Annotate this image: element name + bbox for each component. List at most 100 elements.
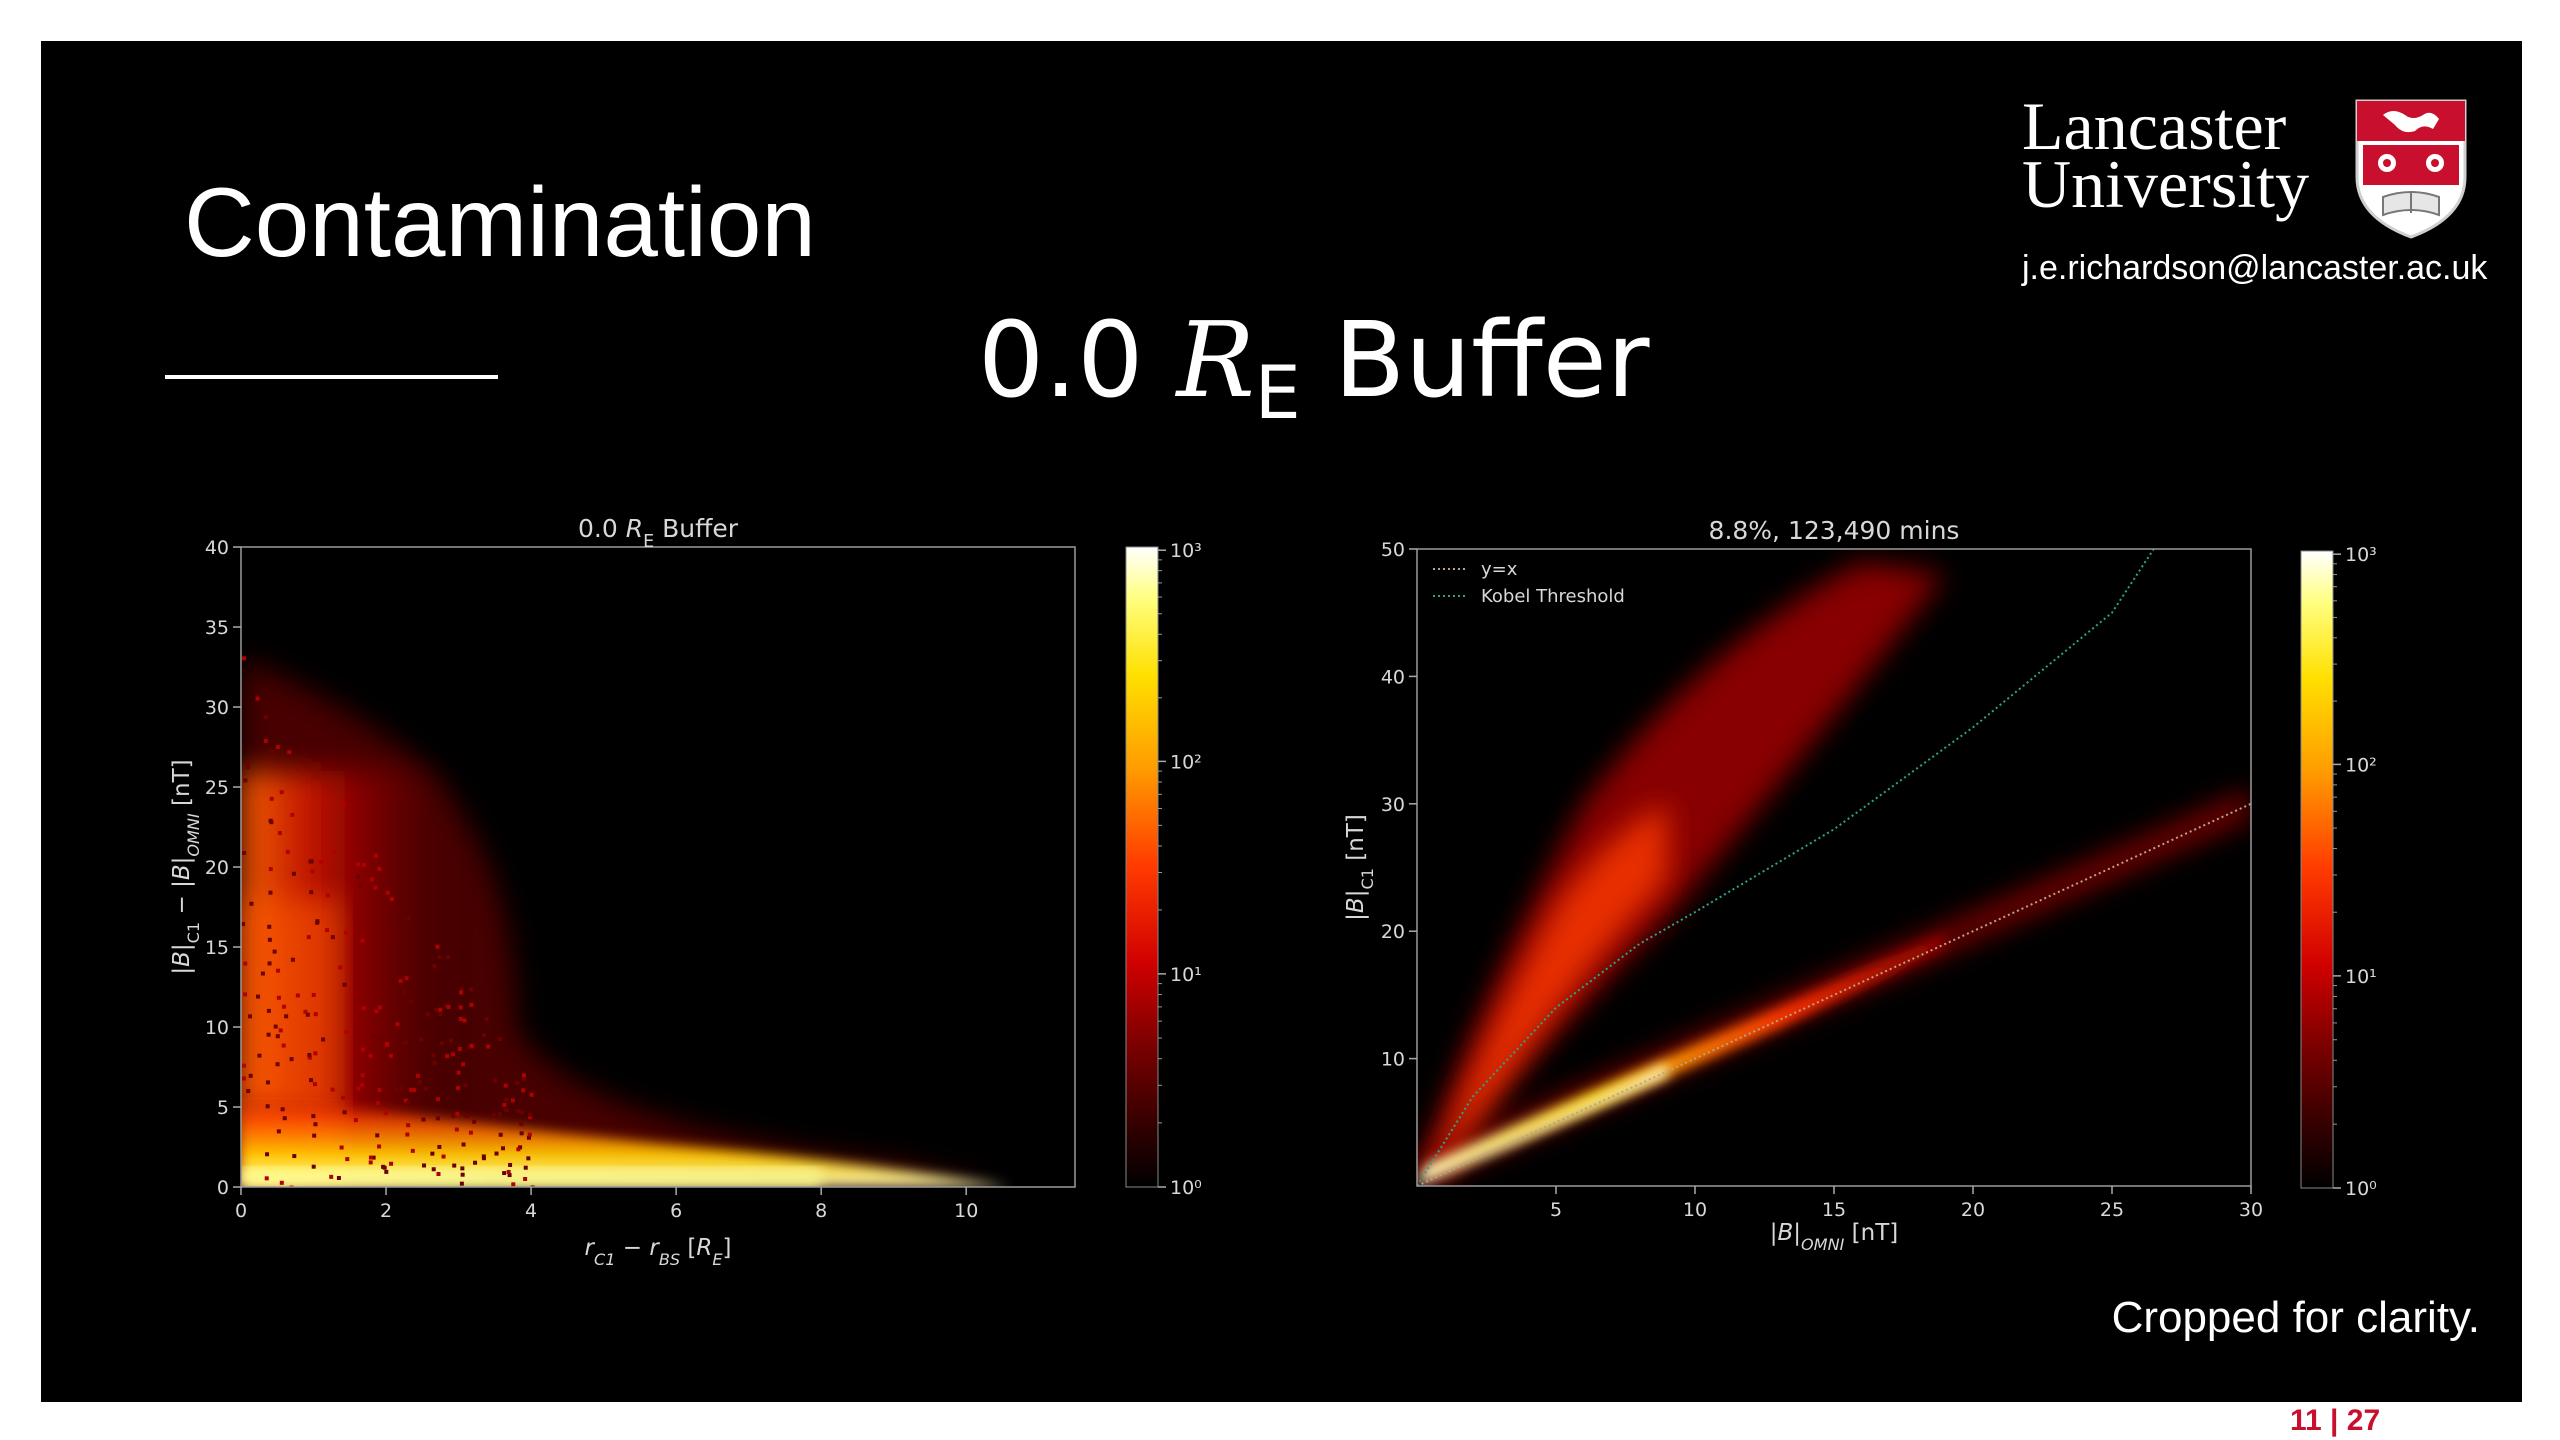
colorbar-tick-label: 10⁰ bbox=[1170, 1177, 1202, 1199]
speckle bbox=[519, 1121, 524, 1126]
university-shield-icon bbox=[2355, 99, 2467, 239]
colorbar-tick-label: 10¹ bbox=[2345, 966, 2377, 988]
speckle bbox=[493, 1078, 498, 1083]
y-tick-label: 10 bbox=[205, 1017, 229, 1039]
speckle bbox=[460, 1172, 465, 1177]
speckle bbox=[435, 944, 440, 949]
left-y-label-part: [nT] bbox=[169, 759, 195, 813]
speckle bbox=[441, 1154, 446, 1159]
page-number: 11 | 27 bbox=[2290, 1404, 2381, 1437]
speckle bbox=[332, 849, 337, 854]
left-x-label-part: [ bbox=[680, 1235, 696, 1261]
speckle bbox=[497, 1112, 502, 1117]
colorbar-tick-label: 10² bbox=[1170, 751, 1202, 773]
speckle bbox=[377, 1144, 382, 1149]
speckle bbox=[431, 1167, 436, 1172]
speckle bbox=[394, 1088, 399, 1093]
speckle bbox=[341, 1095, 346, 1100]
speckle bbox=[255, 696, 260, 701]
speckle bbox=[432, 963, 437, 968]
right-y-label-part: C1 bbox=[1358, 868, 1377, 889]
speckle bbox=[371, 1034, 376, 1039]
speckle bbox=[389, 1161, 394, 1166]
speckle bbox=[452, 1163, 457, 1168]
left-x-label-part: E bbox=[712, 1250, 723, 1269]
speckle bbox=[281, 1043, 286, 1048]
y-tick-label: 40 bbox=[205, 537, 229, 559]
bottom-band-core bbox=[241, 1167, 822, 1187]
speckle bbox=[455, 1111, 460, 1116]
speckle bbox=[265, 1080, 270, 1085]
speckle bbox=[500, 1146, 505, 1151]
speckle bbox=[305, 1012, 310, 1017]
y-tick-label: 5 bbox=[217, 1097, 229, 1119]
y-tick-label: 10 bbox=[1381, 1049, 1405, 1071]
speckle bbox=[383, 1111, 388, 1116]
right-y-label-part: [nT] bbox=[1343, 814, 1369, 868]
speckle bbox=[369, 877, 374, 882]
cropped-note: Cropped for clarity. bbox=[2111, 1293, 2480, 1342]
left-x-label-part: R bbox=[696, 1235, 712, 1261]
left-x-label-part: ] bbox=[723, 1235, 732, 1261]
left-x-label-part: r bbox=[649, 1235, 660, 1261]
speckle bbox=[343, 930, 348, 935]
speckle bbox=[276, 968, 281, 973]
speckle bbox=[246, 1089, 251, 1094]
speckle bbox=[280, 1107, 285, 1112]
speckle bbox=[468, 1130, 473, 1135]
speckle bbox=[418, 1080, 423, 1085]
speckle bbox=[309, 1078, 314, 1083]
speckle bbox=[311, 1164, 316, 1169]
speckle bbox=[313, 1122, 318, 1127]
speckle bbox=[399, 1085, 404, 1090]
speckle bbox=[521, 1088, 526, 1093]
speckle bbox=[375, 1101, 380, 1106]
speckle bbox=[388, 1053, 393, 1058]
speckle bbox=[275, 1034, 280, 1039]
speckle bbox=[504, 1097, 509, 1102]
speckle bbox=[516, 1108, 521, 1113]
speckle bbox=[459, 1181, 464, 1186]
speckle bbox=[502, 1102, 507, 1107]
speckle bbox=[435, 1116, 440, 1121]
speckle bbox=[529, 1092, 534, 1097]
speckle bbox=[378, 942, 383, 947]
speckle bbox=[436, 1171, 441, 1176]
speckle bbox=[245, 765, 250, 770]
speckle bbox=[523, 1165, 528, 1170]
speckle bbox=[309, 890, 314, 895]
speckle bbox=[383, 1001, 388, 1006]
speckle bbox=[361, 1047, 366, 1052]
speckle bbox=[431, 1053, 436, 1058]
speckle bbox=[422, 1163, 427, 1168]
speckle bbox=[526, 1156, 531, 1161]
speckle bbox=[308, 859, 313, 864]
contact-email: j.e.richardson@lancaster.ac.uk bbox=[2022, 249, 2488, 287]
speckle bbox=[344, 1030, 349, 1035]
speckle bbox=[361, 1006, 366, 1011]
speckle bbox=[523, 1176, 528, 1181]
speckle bbox=[330, 935, 335, 940]
speckle bbox=[330, 1087, 335, 1092]
speckle bbox=[315, 919, 320, 924]
left-y-label-part: | bbox=[169, 967, 195, 975]
speckle bbox=[267, 937, 272, 942]
speckle bbox=[491, 1112, 496, 1117]
speckle bbox=[387, 928, 392, 933]
speckle bbox=[528, 1115, 533, 1120]
speckle bbox=[356, 1086, 361, 1091]
speckle bbox=[267, 924, 272, 929]
speckle bbox=[409, 1087, 414, 1092]
bottom-band-density bbox=[241, 1091, 1010, 1187]
speckle bbox=[313, 1051, 318, 1056]
speckle bbox=[395, 1022, 400, 1027]
logo-line-2: University bbox=[2022, 146, 2310, 222]
density-layer bbox=[241, 656, 1010, 1187]
speckle bbox=[282, 1116, 287, 1121]
speckle bbox=[342, 1110, 347, 1115]
speckle bbox=[268, 867, 273, 872]
speckle bbox=[247, 1014, 252, 1019]
right-x-label-part: B bbox=[1777, 1220, 1793, 1246]
speckle bbox=[375, 1133, 380, 1138]
speckle bbox=[310, 869, 315, 874]
